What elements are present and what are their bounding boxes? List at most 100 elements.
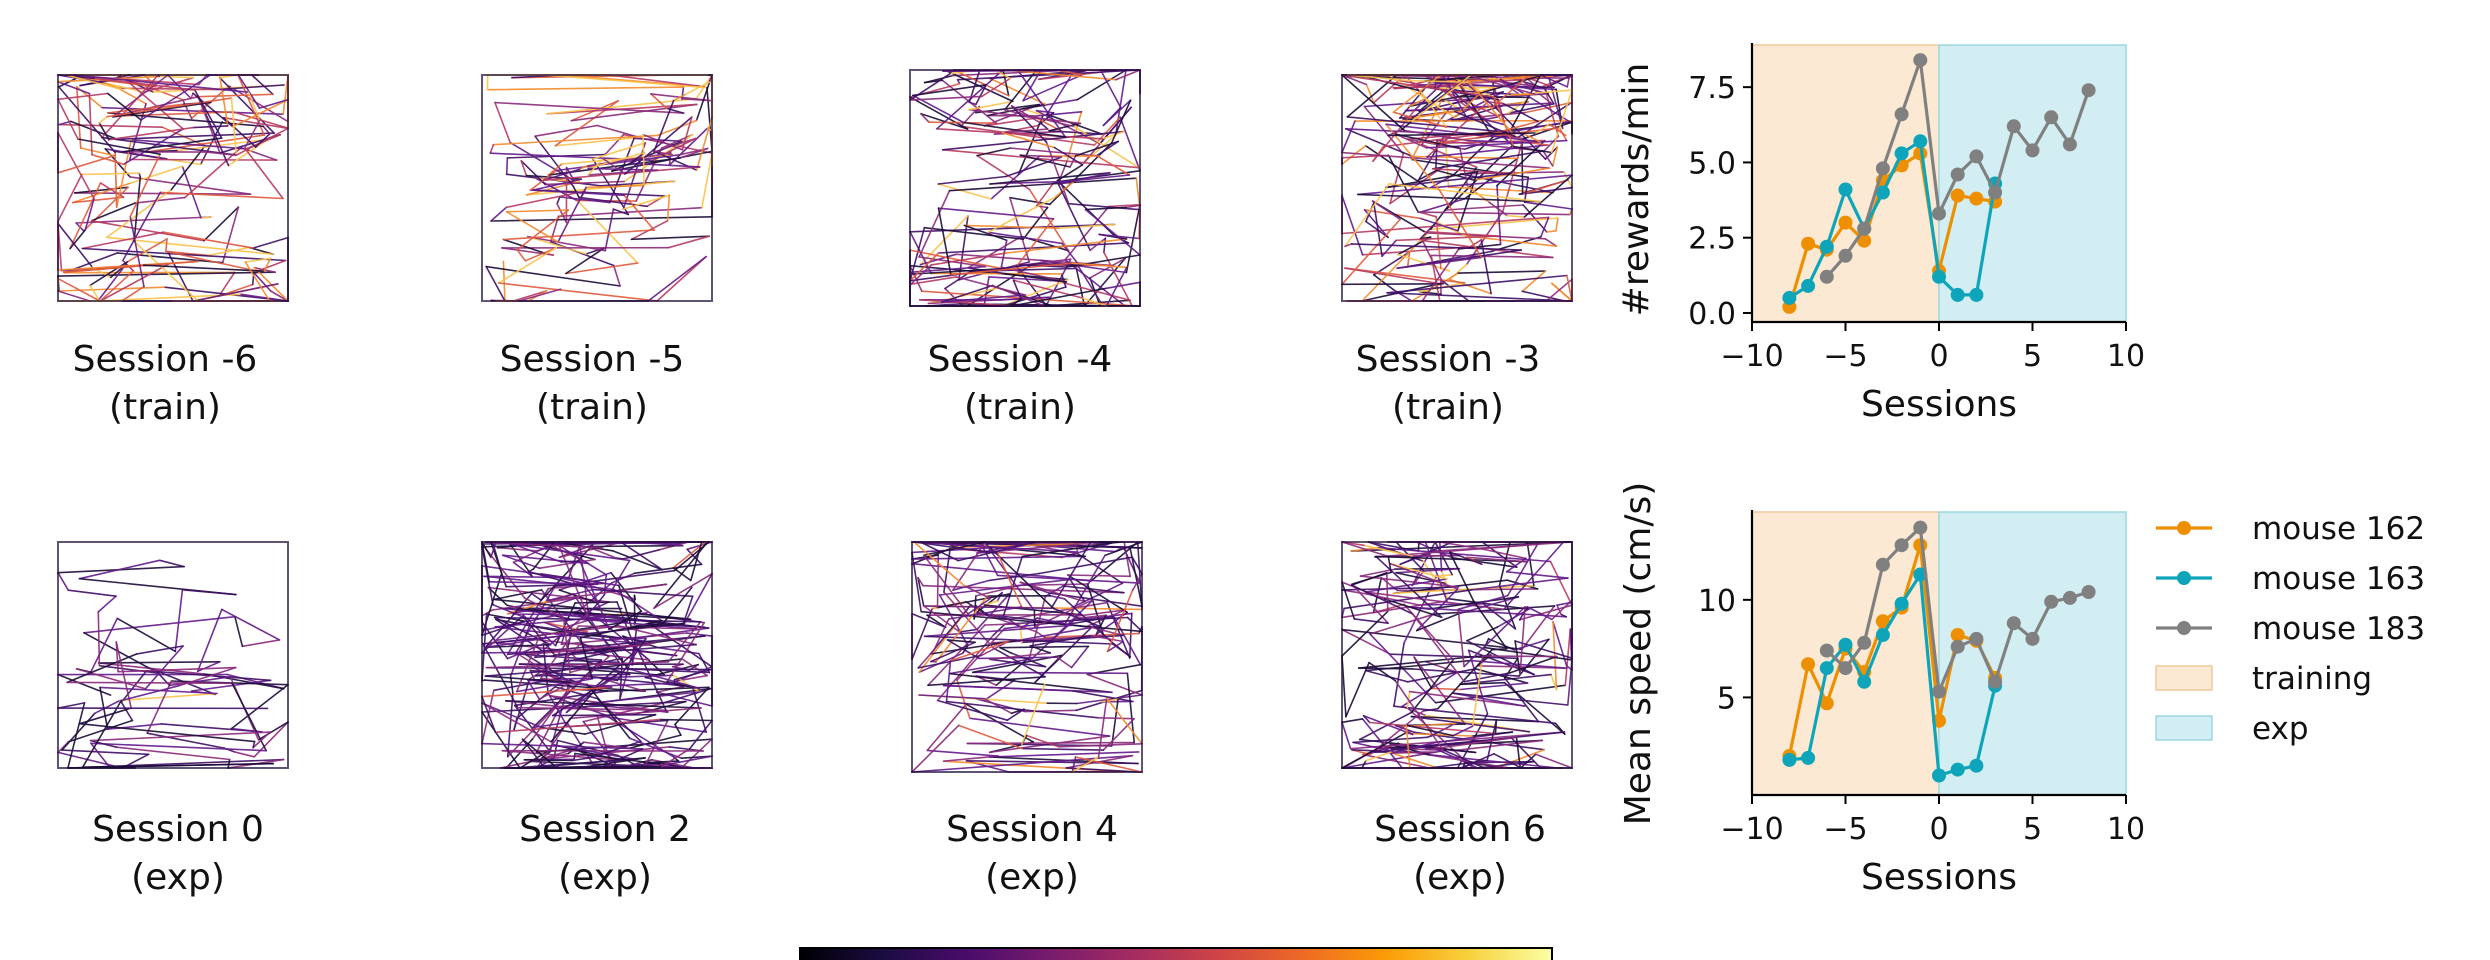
data-point [1875,614,1890,629]
data-point [1950,287,1965,302]
data-point [2006,616,2021,631]
session-label: Session 2 (exp) [519,809,691,898]
data-point [1894,596,1909,611]
y-tick-label: 5.0 [1688,146,1736,181]
data-point [2062,137,2077,152]
data-point [1819,661,1834,676]
data-point [1801,657,1816,672]
colorbar [799,947,1553,960]
legend-label: training [2252,661,2372,697]
legend-label: exp [2252,711,2309,747]
data-point [1932,206,1946,221]
data-point [2081,585,2096,599]
legend-entry: exp [2155,711,2309,747]
data-point [1913,53,1928,68]
session-label: Session 6 (exp) [1374,809,1546,898]
x-tick-label: 5 [2023,339,2042,374]
data-point [1894,538,1909,553]
data-point [1819,239,1834,254]
legend-label: mouse 163 [2252,561,2425,597]
x-tick-label: −10 [1720,812,1783,847]
session-label: Session 0 (exp) [92,809,264,898]
session-label: Session 4 (exp) [946,809,1118,898]
trajectory-panel [1341,541,1573,769]
legend-entry: mouse 163 [2156,561,2425,597]
data-point [1913,520,1928,535]
y-tick-label: 0.0 [1688,297,1736,332]
data-point [1838,248,1853,263]
data-point [1875,628,1890,642]
session-label: Session -5 (train) [499,339,685,428]
speed-chart: −10 −5 0 5 10 5 10 Sessions Mean speed (cm/s) [1618,482,2145,898]
data-point [1838,182,1853,197]
y-tick-label: 2.5 [1688,222,1736,257]
data-point [1838,215,1853,230]
y-axis-label: #rewards/min [1616,63,1657,317]
y-axis-label: Mean speed (cm/s) [1618,482,1659,826]
legend-entry: training [2155,661,2372,697]
data-point [1932,684,1946,699]
exp-span [1938,511,2127,796]
x-axis-label: Sessions [1861,857,2017,898]
data-point [1894,107,1909,122]
data-point [1988,185,2003,200]
trajectory-panel [57,74,289,302]
data-point [1932,269,1946,284]
session-label: Session -3 (train) [1355,339,1541,428]
x-axis-label: Sessions [1861,384,2017,425]
exp-span [1938,44,2127,323]
x-tick-label: 5 [2023,812,2042,847]
session-label: Session -4 (train) [927,339,1113,428]
trajectory-panel [481,74,713,302]
trajectory-panel [1341,74,1573,302]
legend-entry: mouse 162 [2156,511,2425,547]
data-point [1950,762,1965,777]
data-point [1950,167,1965,182]
data-point [1875,185,1890,200]
x-tick-label: 0 [1929,812,1948,847]
data-point [1969,631,1984,646]
data-point [1988,674,2003,689]
data-point [1932,768,1946,783]
x-tick-label: 10 [2107,812,2145,847]
data-point [1875,557,1890,572]
data-point [1894,146,1909,161]
session-label: Session -6 (train) [72,339,258,428]
rewards-chart: −10 −5 0 5 10 0.0 2.5 5.0 7.5 Sessions #rewards/mi… [1616,43,2145,425]
data-point [2025,631,2040,646]
legend-entry: mouse 183 [2156,611,2425,647]
data-point [1819,696,1834,711]
x-tick-label: 10 [2107,339,2145,374]
trajectory-panel [911,541,1143,773]
y-tick-label: 10 [1698,584,1736,619]
data-point [1857,635,1872,650]
data-point [2044,594,2059,609]
data-point [1838,661,1853,676]
colorbar-gradient [799,947,1553,960]
data-point [1801,236,1816,251]
trajectory-panel [909,69,1141,307]
data-point [2062,590,2077,605]
legend-label: mouse 162 [2252,511,2425,547]
trajectory-panel [57,541,289,769]
data-point [1969,758,1984,773]
data-point [1857,233,1872,248]
data-point [2006,119,2021,134]
trajectory-panel [481,541,713,769]
data-point [1950,628,1965,642]
data-point [1819,643,1834,658]
data-point [1969,149,1984,164]
legend-label: mouse 183 [2252,611,2425,647]
x-tick-label: −5 [1823,339,1867,374]
data-point [1950,188,1965,203]
data-point [1950,639,1965,654]
y-tick-label: 7.5 [1688,71,1736,106]
y-tick-label: 5 [1717,681,1736,716]
legend: mouse 162 mouse 163 mouse 183 training exp [2155,511,2425,747]
data-point [2044,110,2059,125]
data-point [1801,278,1816,293]
x-tick-label: −5 [1823,812,1867,847]
data-point [2025,143,2040,158]
data-point [2081,83,2096,98]
